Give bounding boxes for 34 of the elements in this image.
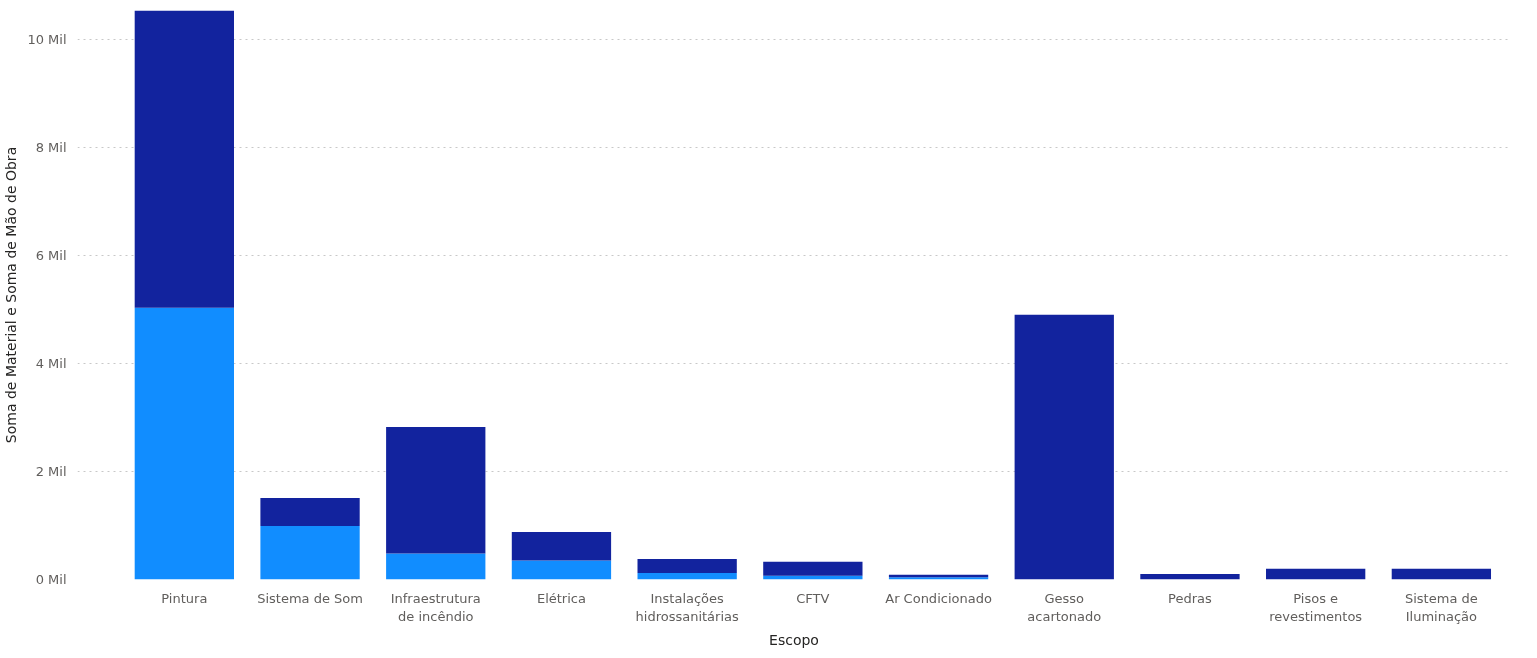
bar [511,560,612,580]
bar [134,10,234,308]
y-tick-label: 4 Mil [35,355,67,371]
bar [134,307,234,580]
bar [260,497,360,526]
x-axis-title: Escopo [769,631,819,648]
bar [1014,314,1114,580]
x-tick-label: Pedras [1168,590,1213,606]
bar [1140,574,1240,580]
x-tick-label: Sistema de Som [257,590,363,606]
bar [1266,568,1366,580]
x-tick-label: Infraestrutura de incêndio [390,590,481,624]
x-tick-label: Pisos e revestimentos [1269,590,1363,624]
y-tick-label: 10 Mil [27,31,67,47]
bar [386,553,486,580]
x-tick-label: Elétrica [536,590,586,606]
bar [637,558,737,574]
x-tick-label: CFTV [796,590,830,606]
y-tick-label: 6 Mil [35,247,67,263]
bar [260,526,360,580]
x-tick-label: Ar Condicionado [885,590,992,606]
y-axis-title: Soma de Material e Soma de Mão de Obra [3,146,20,444]
x-tick-label: Sistema de Iluminação [1404,590,1478,624]
x-tick-label: Pintura [161,590,208,606]
bar [637,573,737,580]
x-tick-label: Gesso acartonado [1027,590,1102,624]
y-tick-label: 2 Mil [35,463,67,479]
bar [1391,568,1492,580]
bar [386,427,486,554]
bar [511,531,612,561]
y-tick-label: 0 Mil [35,572,67,587]
x-tick-label: Instalações hidrossanitárias [635,590,739,624]
bar [763,561,863,576]
y-tick-label: 8 Mil [35,139,67,155]
